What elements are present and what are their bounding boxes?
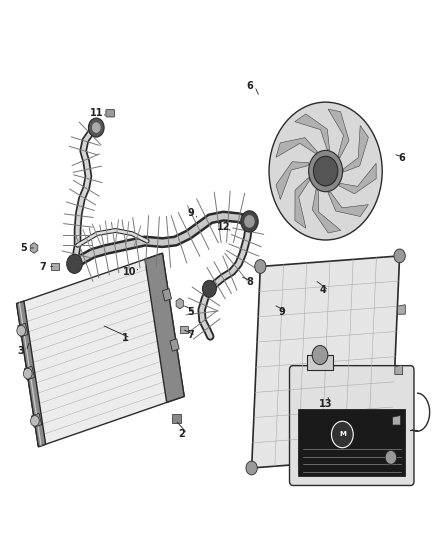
Text: 13: 13 xyxy=(319,399,332,409)
Circle shape xyxy=(88,118,104,137)
Bar xyxy=(307,355,333,370)
Polygon shape xyxy=(328,109,349,158)
Text: 12: 12 xyxy=(217,222,230,232)
Circle shape xyxy=(254,260,266,273)
Polygon shape xyxy=(32,414,42,427)
Text: 5: 5 xyxy=(20,243,27,253)
Text: 5: 5 xyxy=(187,306,194,317)
Bar xyxy=(173,415,181,423)
Circle shape xyxy=(394,249,405,263)
Circle shape xyxy=(68,256,81,271)
Polygon shape xyxy=(145,253,184,402)
Text: 9: 9 xyxy=(187,208,194,219)
Circle shape xyxy=(202,280,216,297)
Circle shape xyxy=(92,122,101,133)
Text: 2: 2 xyxy=(179,429,185,439)
Polygon shape xyxy=(18,323,28,337)
Text: 10: 10 xyxy=(123,267,137,277)
Text: 7: 7 xyxy=(187,330,194,341)
Circle shape xyxy=(17,326,25,336)
Circle shape xyxy=(269,102,382,240)
Circle shape xyxy=(23,368,32,379)
FancyBboxPatch shape xyxy=(106,110,115,117)
Polygon shape xyxy=(162,288,172,301)
Text: 11: 11 xyxy=(90,108,104,118)
Text: 9: 9 xyxy=(279,306,286,317)
Polygon shape xyxy=(170,338,179,351)
Circle shape xyxy=(241,211,258,232)
Polygon shape xyxy=(276,161,309,199)
Circle shape xyxy=(67,254,82,273)
Bar xyxy=(298,409,405,476)
Text: 4: 4 xyxy=(320,285,327,295)
Circle shape xyxy=(314,156,338,186)
Polygon shape xyxy=(25,366,35,380)
Text: 1: 1 xyxy=(122,333,129,343)
Polygon shape xyxy=(276,138,318,157)
Circle shape xyxy=(246,461,257,475)
Circle shape xyxy=(312,345,328,365)
Circle shape xyxy=(244,215,254,228)
Polygon shape xyxy=(17,301,46,447)
Circle shape xyxy=(332,421,353,448)
Polygon shape xyxy=(19,302,42,446)
Circle shape xyxy=(31,416,39,426)
Polygon shape xyxy=(397,305,405,314)
Circle shape xyxy=(309,150,343,192)
Text: 7: 7 xyxy=(39,262,46,271)
Text: 8: 8 xyxy=(246,277,253,287)
Polygon shape xyxy=(295,114,329,150)
Polygon shape xyxy=(392,416,400,425)
Bar xyxy=(51,263,59,270)
Polygon shape xyxy=(328,192,368,216)
Bar xyxy=(180,326,187,333)
Polygon shape xyxy=(343,125,368,172)
Polygon shape xyxy=(252,256,399,468)
Text: 6: 6 xyxy=(246,81,253,91)
Text: M: M xyxy=(339,432,346,438)
Polygon shape xyxy=(312,189,341,233)
Polygon shape xyxy=(17,253,184,447)
Circle shape xyxy=(385,450,396,464)
FancyBboxPatch shape xyxy=(290,366,414,486)
Polygon shape xyxy=(339,163,376,194)
Text: 3: 3 xyxy=(18,346,25,357)
Text: 6: 6 xyxy=(399,153,405,163)
Polygon shape xyxy=(395,365,403,375)
Polygon shape xyxy=(295,177,310,228)
